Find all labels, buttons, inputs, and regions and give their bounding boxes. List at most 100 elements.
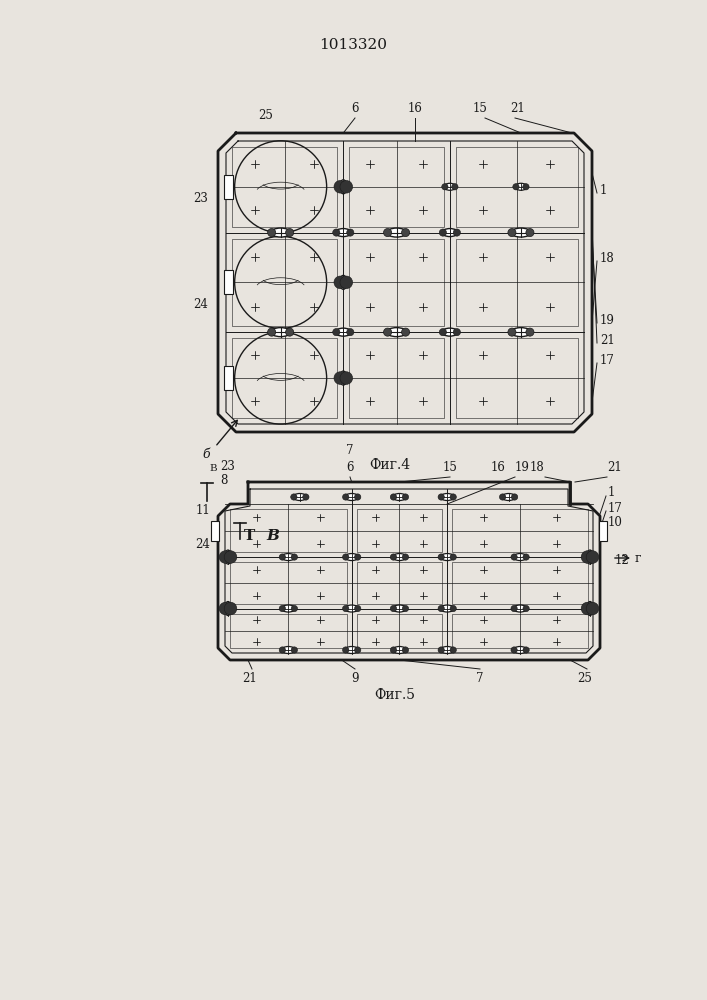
Ellipse shape: [354, 494, 361, 500]
Bar: [456, 147, 578, 227]
Ellipse shape: [438, 494, 445, 500]
Ellipse shape: [390, 605, 397, 612]
Ellipse shape: [438, 647, 445, 653]
Ellipse shape: [337, 183, 349, 190]
Bar: [357, 614, 442, 648]
Text: 7: 7: [477, 672, 484, 685]
Ellipse shape: [581, 551, 594, 563]
Ellipse shape: [345, 554, 358, 561]
Text: 16: 16: [407, 102, 423, 115]
Ellipse shape: [402, 647, 409, 653]
Ellipse shape: [345, 605, 358, 612]
Ellipse shape: [392, 605, 407, 612]
Ellipse shape: [333, 229, 340, 236]
Ellipse shape: [345, 184, 351, 190]
Ellipse shape: [511, 228, 531, 237]
Ellipse shape: [383, 328, 392, 336]
Ellipse shape: [511, 494, 518, 500]
Ellipse shape: [526, 328, 534, 336]
Text: 21: 21: [243, 672, 257, 685]
Bar: [225, 270, 233, 294]
Ellipse shape: [267, 328, 276, 336]
Text: 21: 21: [600, 334, 615, 347]
Bar: [230, 562, 346, 604]
Ellipse shape: [442, 184, 448, 190]
Ellipse shape: [587, 602, 593, 616]
Ellipse shape: [511, 647, 518, 653]
Ellipse shape: [501, 493, 515, 500]
Ellipse shape: [335, 229, 351, 237]
Text: Фиг.5: Фиг.5: [375, 688, 416, 702]
Ellipse shape: [219, 602, 232, 615]
Ellipse shape: [354, 605, 361, 612]
Ellipse shape: [390, 647, 397, 653]
Text: 19: 19: [515, 461, 530, 474]
Ellipse shape: [523, 554, 530, 560]
Bar: [211, 521, 219, 541]
Ellipse shape: [450, 647, 456, 653]
Ellipse shape: [291, 554, 298, 560]
Ellipse shape: [279, 554, 286, 560]
Ellipse shape: [581, 602, 594, 615]
Ellipse shape: [279, 605, 286, 612]
Ellipse shape: [513, 184, 519, 190]
Ellipse shape: [219, 551, 232, 563]
Ellipse shape: [271, 228, 291, 237]
Text: 9: 9: [351, 672, 358, 685]
Ellipse shape: [225, 550, 231, 564]
Ellipse shape: [339, 275, 347, 289]
Bar: [349, 147, 444, 227]
Ellipse shape: [383, 229, 392, 237]
Text: г: г: [635, 552, 641, 564]
Ellipse shape: [450, 554, 456, 560]
Ellipse shape: [281, 647, 296, 654]
Ellipse shape: [508, 229, 516, 237]
Text: 19: 19: [600, 314, 615, 326]
Text: 21: 21: [510, 102, 525, 115]
Ellipse shape: [440, 605, 454, 612]
Ellipse shape: [452, 184, 458, 190]
Bar: [456, 239, 578, 326]
Ellipse shape: [346, 229, 354, 236]
Ellipse shape: [340, 372, 353, 384]
Ellipse shape: [291, 647, 298, 653]
Ellipse shape: [586, 551, 599, 563]
Text: Т: Т: [244, 529, 255, 543]
Ellipse shape: [281, 605, 296, 612]
Ellipse shape: [439, 229, 447, 236]
Bar: [232, 147, 337, 227]
Ellipse shape: [334, 276, 346, 289]
Ellipse shape: [450, 494, 456, 500]
Text: 1: 1: [600, 184, 607, 196]
Ellipse shape: [438, 605, 445, 612]
Ellipse shape: [343, 554, 349, 560]
Ellipse shape: [523, 647, 530, 653]
Text: 1: 1: [608, 487, 615, 499]
Ellipse shape: [513, 554, 527, 561]
Ellipse shape: [453, 229, 460, 236]
Ellipse shape: [291, 605, 298, 612]
Ellipse shape: [511, 554, 518, 560]
Text: Фиг.4: Фиг.4: [370, 458, 411, 472]
Text: 15: 15: [472, 102, 487, 115]
Ellipse shape: [286, 328, 293, 336]
Text: 10: 10: [608, 516, 623, 528]
Ellipse shape: [335, 328, 351, 336]
Bar: [456, 338, 578, 418]
Ellipse shape: [335, 184, 341, 190]
Text: 6: 6: [351, 102, 358, 115]
Text: 16: 16: [491, 461, 506, 474]
Bar: [349, 338, 444, 418]
Ellipse shape: [402, 229, 409, 237]
Ellipse shape: [343, 494, 349, 500]
Ellipse shape: [440, 493, 454, 500]
Text: 1013320: 1013320: [319, 38, 387, 52]
Ellipse shape: [343, 647, 349, 653]
Ellipse shape: [346, 329, 354, 336]
Text: 17: 17: [608, 502, 623, 514]
Ellipse shape: [442, 328, 458, 336]
Ellipse shape: [440, 554, 454, 561]
Ellipse shape: [402, 554, 409, 560]
Ellipse shape: [224, 602, 237, 615]
Ellipse shape: [390, 554, 397, 560]
